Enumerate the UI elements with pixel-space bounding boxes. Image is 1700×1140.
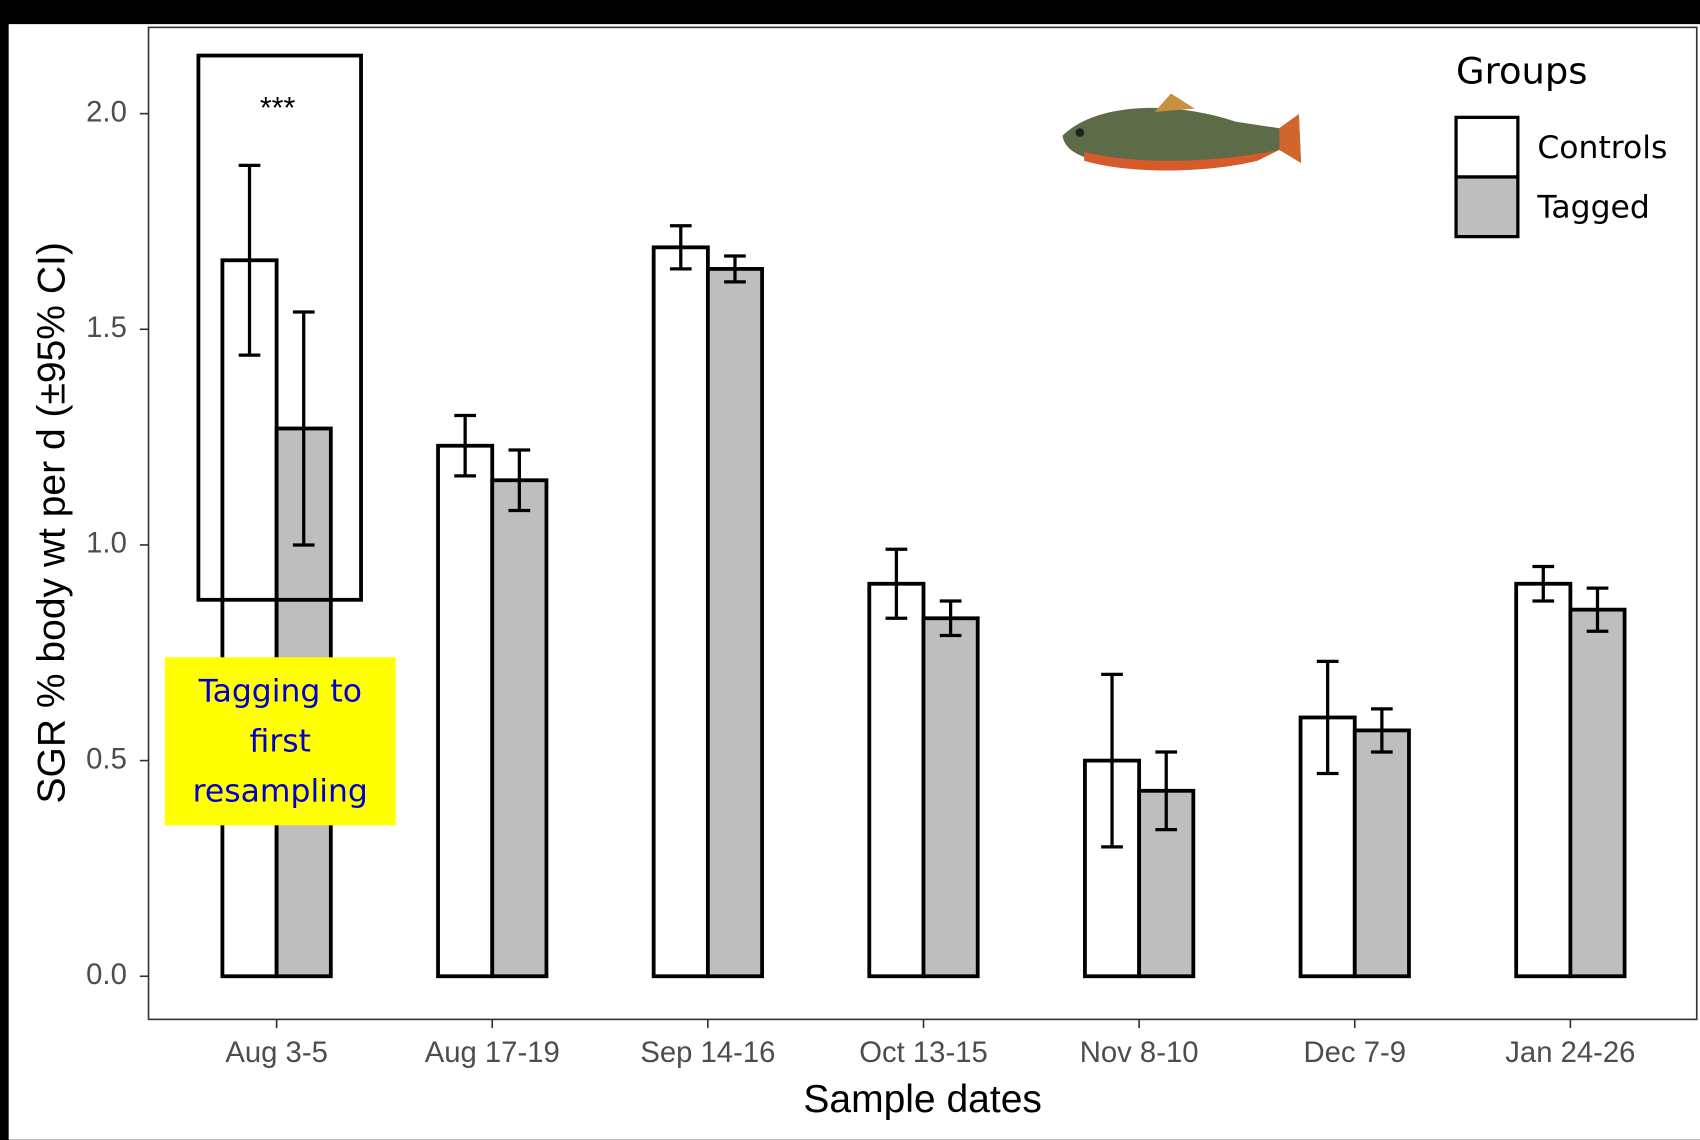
bar — [1516, 584, 1570, 976]
y-axis-title: SGR % body wt per d (±95% CI) — [31, 242, 74, 803]
bar — [1570, 610, 1624, 977]
x-tick-label: Aug 3-5 — [225, 1037, 328, 1069]
bar — [492, 480, 546, 976]
note-container: Tagging to first resampling — [165, 666, 396, 823]
bar — [869, 584, 923, 976]
x-tick-label: Aug 17-19 — [425, 1037, 560, 1069]
bar — [222, 260, 276, 976]
x-tick-label: Sep 14-16 — [640, 1037, 775, 1069]
legend-swatch — [1456, 177, 1518, 237]
y-tick-label: 0.0 — [86, 959, 127, 991]
x-tick-label: Oct 13-15 — [859, 1037, 988, 1069]
legend-swatch — [1456, 117, 1518, 177]
y-tick-label: 1.5 — [86, 312, 127, 344]
bar — [708, 269, 762, 976]
bar — [924, 618, 978, 976]
x-tick-label: Jan 24-26 — [1505, 1037, 1635, 1069]
bar — [438, 446, 492, 977]
significance-label: *** — [260, 92, 296, 125]
bar — [654, 247, 708, 976]
legend-label: Controls — [1537, 130, 1667, 166]
x-tick-label: Dec 7-9 — [1304, 1037, 1406, 1069]
y-tick-label: 1.0 — [86, 528, 127, 560]
y-tick-label: 2.0 — [86, 96, 127, 128]
x-axis-title: Sample dates — [803, 1078, 1042, 1121]
legend-title: Groups — [1456, 49, 1587, 92]
y-tick-label: 0.5 — [86, 743, 127, 775]
chart: SGR % body wt per d (±95% CI) Sample dat… — [0, 0, 1700, 1140]
legend-label: Tagged — [1536, 189, 1649, 225]
x-tick-label: Nov 8-10 — [1080, 1037, 1199, 1069]
note-text: Tagging to first resampling — [165, 666, 396, 816]
bar — [1355, 730, 1409, 976]
